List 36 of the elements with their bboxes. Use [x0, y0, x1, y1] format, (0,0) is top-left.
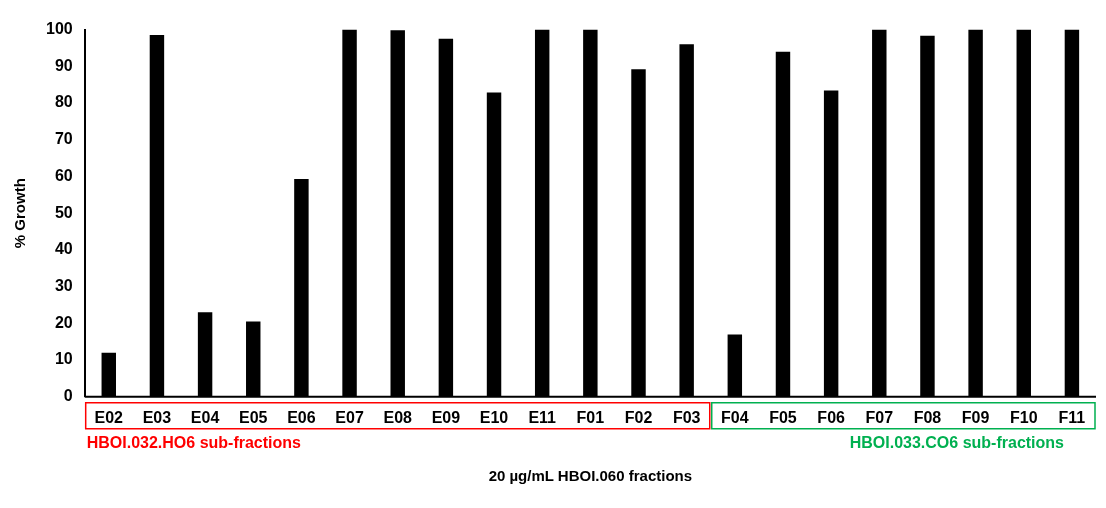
- text: HBOI.032.HO6 sub-fractions: [86, 434, 302, 452]
- x-tick-label: E05: [239, 408, 268, 426]
- x-tick-label: F02: [624, 408, 653, 426]
- x-tick-label: F11: [1058, 408, 1086, 426]
- y-tick-label: 20: [54, 313, 73, 331]
- y-tick-label: 80: [54, 93, 73, 111]
- y-tick-label: 50: [54, 203, 73, 221]
- x-tick-label: E10: [479, 408, 509, 426]
- x-tick-label: F09: [961, 408, 990, 426]
- x-tick-label: E08: [383, 408, 413, 426]
- y-tick-label: 0: [63, 387, 73, 405]
- x-tick-label: F07: [865, 408, 894, 426]
- x-tick-label: F04: [721, 408, 749, 426]
- x-tick-label: F01: [576, 408, 605, 426]
- x-tick-label: F03: [672, 408, 701, 426]
- x-axis-title: 20 µg/mL HBOI.060 fractions: [488, 466, 693, 484]
- x-tick-label: E06: [287, 408, 316, 426]
- x-tick-label: E03: [142, 408, 172, 426]
- text: HBOI.033.CO6 sub-fractions: [849, 434, 1065, 452]
- y-tick-label: 10: [54, 350, 73, 368]
- x-tick-label: E09: [431, 408, 461, 426]
- y-tick-label: 60: [54, 166, 73, 184]
- x-tick-label: E11: [528, 408, 557, 426]
- x-tick-label: F10: [1009, 408, 1038, 426]
- y-tick-label: 30: [54, 277, 73, 295]
- y-tick-label: 100: [45, 20, 73, 38]
- x-tick-label: F05: [769, 408, 797, 426]
- y-tick-label: 40: [54, 240, 73, 258]
- y-axis-title: % Growth: [11, 178, 29, 249]
- y-tick-label: 90: [54, 56, 73, 74]
- x-tick-label: E04: [190, 408, 220, 426]
- x-tick-label: F08: [913, 408, 942, 426]
- y-tick-label: 70: [54, 130, 73, 148]
- x-tick-label: F06: [817, 408, 846, 426]
- x-tick-label: E07: [335, 408, 364, 426]
- x-tick-label: E02: [94, 408, 124, 426]
